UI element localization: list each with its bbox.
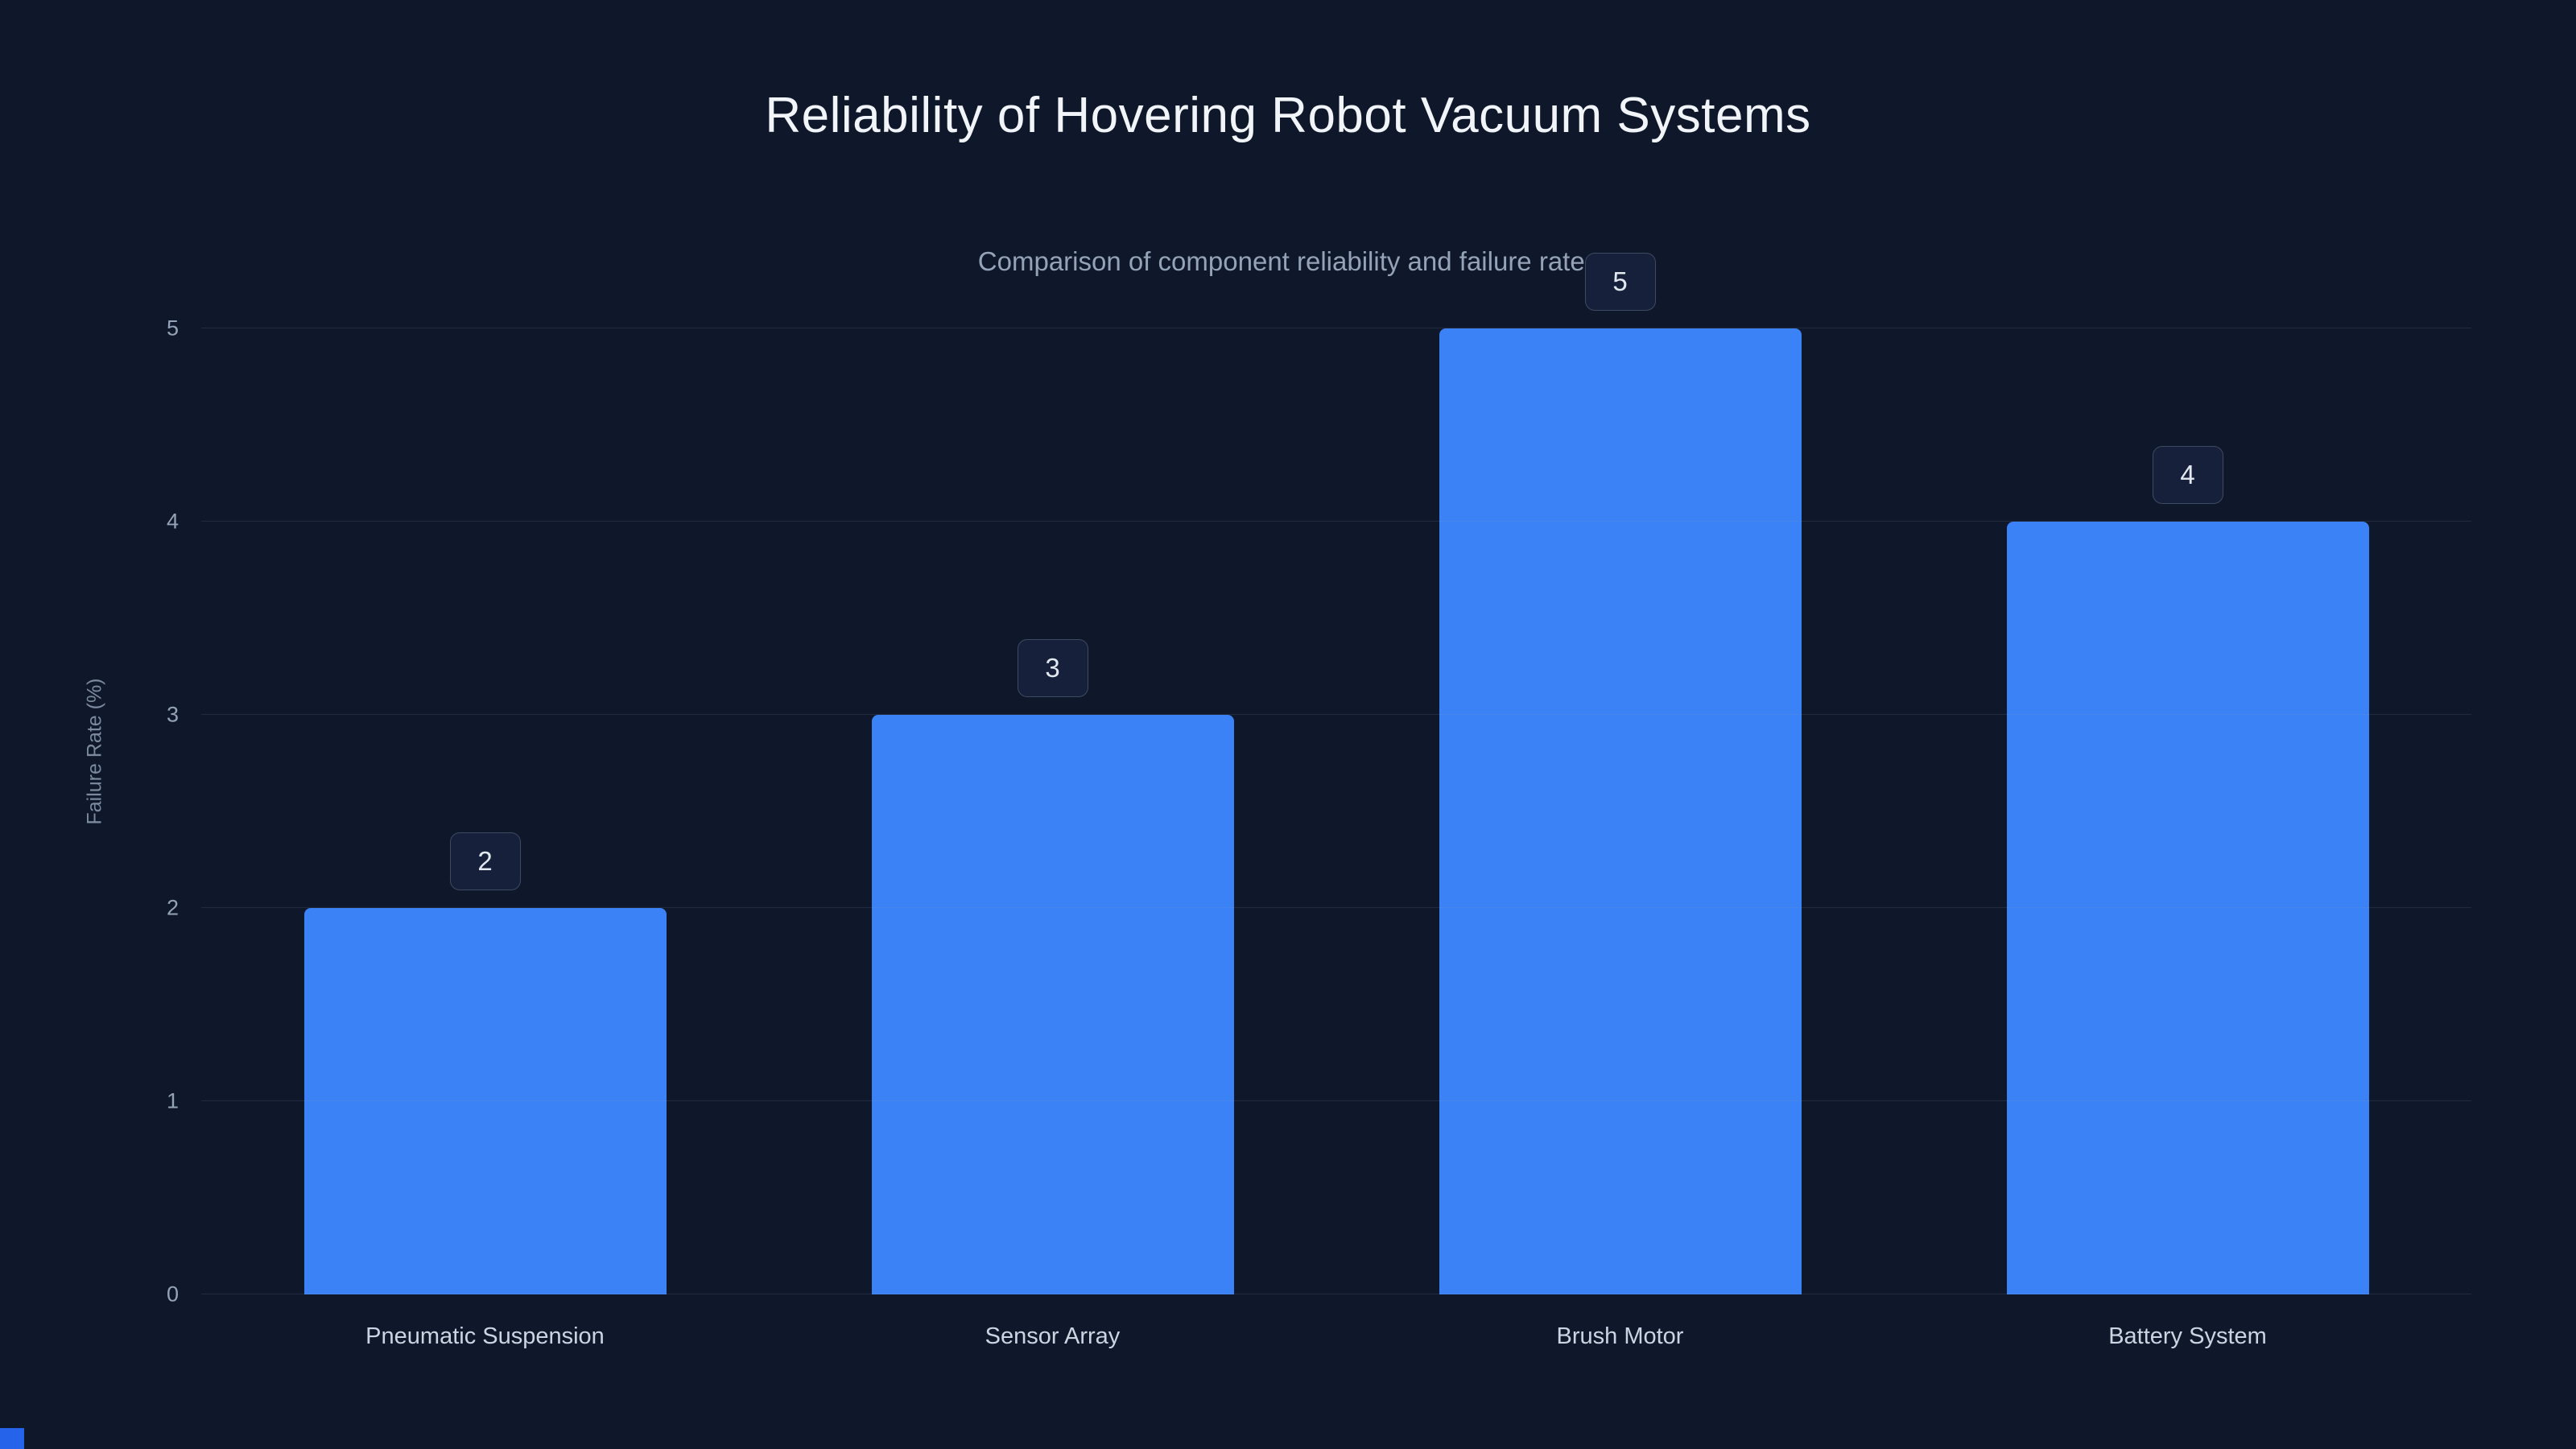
y-tick-label: 1	[166, 1088, 179, 1113]
gridline	[201, 907, 2471, 908]
y-tick-label: 2	[166, 895, 179, 920]
bar	[303, 908, 667, 1294]
x-axis-category-label: Brush Motor	[1556, 1323, 1684, 1349]
value-badge: 5	[1584, 253, 1656, 311]
gridline	[201, 714, 2471, 715]
value-badge: 4	[2152, 446, 2223, 504]
chart-subtitle: Comparison of component reliability and …	[977, 246, 1599, 276]
bar-slot: 4 Battery System	[1904, 328, 2471, 1349]
bar	[871, 715, 1234, 1294]
y-axis-label: Failure Rate (%)	[83, 678, 106, 825]
x-axis-category-label: Sensor Array	[985, 1323, 1121, 1349]
y-tick-label: 4	[166, 509, 179, 534]
bar	[1439, 328, 1802, 1294]
y-tick-label: 3	[166, 702, 179, 727]
corner-accent	[0, 1428, 24, 1449]
gridline	[201, 521, 2471, 522]
y-tick-label: 0	[166, 1282, 179, 1307]
x-axis-category-label: Pneumatic Suspension	[365, 1323, 605, 1349]
bar-slot: 3 Sensor Array	[769, 328, 1336, 1349]
bar-slot: 2 Pneumatic Suspension	[201, 328, 769, 1349]
value-badge: 2	[449, 832, 521, 890]
gridline	[201, 1100, 2471, 1101]
x-axis-category-label: Battery System	[2108, 1323, 2267, 1349]
bar-slot: 5 Brush Motor	[1336, 253, 1904, 1349]
plot-area: 2 Pneumatic Suspension 3 Sensor Array 5 Brush…	[167, 253, 2471, 1349]
bar	[2006, 522, 2369, 1294]
bar-slots: 2 Pneumatic Suspension 3 Sensor Array 5 Brush…	[201, 253, 2471, 1349]
value-badge: 3	[1017, 639, 1088, 697]
chart-title: Reliability of Hovering Robot Vacuum Sys…	[765, 88, 1811, 143]
y-tick-label: 5	[166, 316, 179, 341]
